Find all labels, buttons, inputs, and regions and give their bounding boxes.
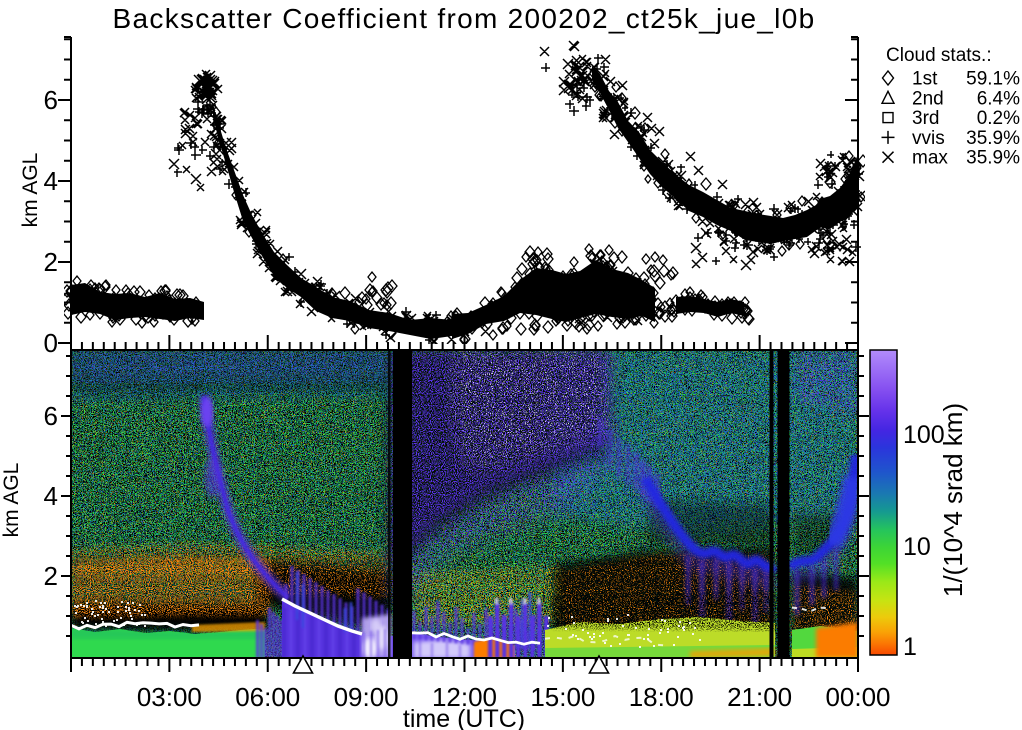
svg-text:21:00: 21:00 [727, 682, 792, 712]
svg-text:2: 2 [44, 247, 58, 277]
svg-text:0: 0 [44, 328, 58, 358]
svg-text:vvis: vvis [912, 128, 945, 149]
svg-text:6: 6 [44, 401, 58, 431]
svg-text:2: 2 [44, 561, 58, 591]
svg-text:0.2%: 0.2% [977, 108, 1020, 129]
svg-text:100: 100 [903, 421, 945, 449]
svg-text:time (UTC): time (UTC) [403, 705, 525, 730]
svg-text:00:00: 00:00 [825, 682, 890, 712]
svg-text:09:00: 09:00 [334, 682, 399, 712]
svg-text:3rd: 3rd [912, 108, 939, 129]
svg-text:1st: 1st [912, 69, 938, 90]
svg-text:6.4%: 6.4% [977, 88, 1020, 109]
svg-text:4: 4 [44, 481, 58, 511]
svg-text:12:00: 12:00 [432, 682, 497, 712]
svg-text:max: max [912, 148, 948, 169]
svg-text:15:00: 15:00 [530, 682, 595, 712]
svg-text:km AGL: km AGL [0, 463, 23, 538]
svg-text:2nd: 2nd [912, 88, 944, 109]
svg-text:18:00: 18:00 [629, 682, 694, 712]
svg-text:10: 10 [903, 533, 931, 561]
svg-text:1: 1 [903, 633, 917, 661]
svg-text:6: 6 [44, 85, 58, 115]
svg-text:06:00: 06:00 [235, 682, 300, 712]
svg-text:Backscatter Coefficient from 2: Backscatter Coefficient from 200202_ct25… [113, 3, 816, 34]
svg-text:Cloud stats.:: Cloud stats.: [886, 45, 992, 66]
svg-text:03:00: 03:00 [137, 682, 202, 712]
svg-text:4: 4 [44, 166, 58, 196]
svg-text:35.9%: 35.9% [966, 148, 1020, 169]
svg-text:1/(10^4 srad km): 1/(10^4 srad km) [938, 403, 968, 597]
svg-text:km AGL: km AGL [19, 153, 42, 228]
svg-text:59.1%: 59.1% [966, 69, 1020, 90]
svg-text:35.9%: 35.9% [966, 128, 1020, 149]
